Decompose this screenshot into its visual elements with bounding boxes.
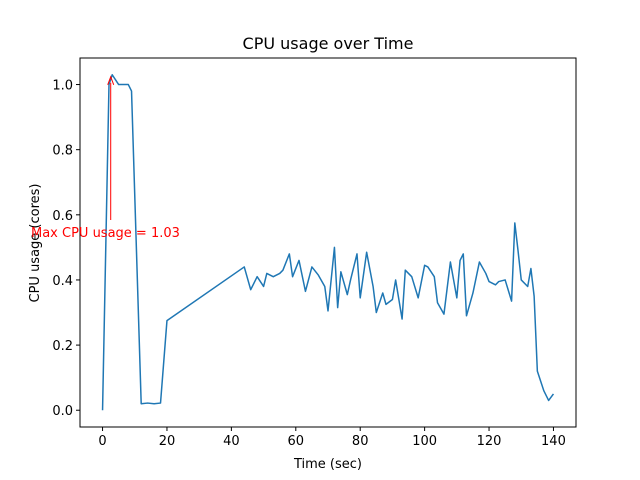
data-line bbox=[101, 74, 555, 411]
y-tick-label: 0.6 bbox=[52, 209, 73, 224]
x-tick-label: 140 bbox=[541, 434, 566, 449]
y-tick-label: 0.2 bbox=[52, 339, 73, 354]
x-tick-label: 100 bbox=[412, 434, 437, 449]
y-axis-label: CPU usage (cores) bbox=[28, 184, 43, 303]
x-axis-label: Time (sec) bbox=[293, 457, 362, 472]
annotation-arrowhead bbox=[107, 75, 115, 85]
x-tick-label: 40 bbox=[223, 434, 240, 449]
x-tick-label: 20 bbox=[159, 434, 176, 449]
x-tick-label: 60 bbox=[288, 434, 305, 449]
plot-frame bbox=[79, 57, 577, 428]
annotation-label: Max CPU usage = 1.03 bbox=[31, 226, 180, 241]
y-tick-label: 0.0 bbox=[52, 404, 73, 419]
y-tick-label: 1.0 bbox=[52, 79, 73, 94]
y-tick-label: 0.4 bbox=[52, 274, 73, 289]
x-tick-label: 120 bbox=[477, 434, 502, 449]
chart-title: CPU usage over Time bbox=[243, 34, 414, 53]
x-tick-label: 0 bbox=[98, 434, 106, 449]
x-tick-label: 80 bbox=[352, 434, 369, 449]
y-tick-label: 0.8 bbox=[52, 144, 73, 159]
